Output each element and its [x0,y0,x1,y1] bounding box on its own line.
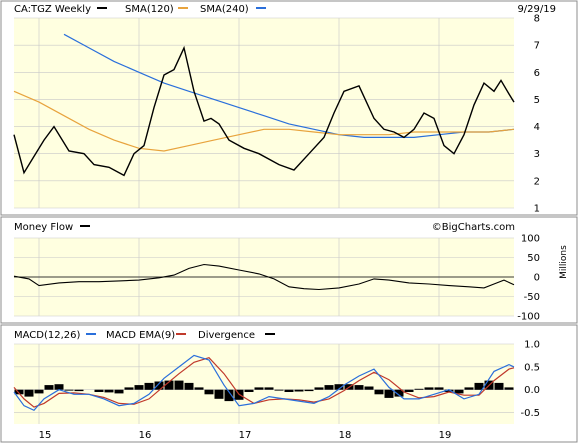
divergence-bar-17 [184,382,194,390]
x-axis-ticks: 15 16 17 18 19 [39,430,452,441]
price-legend-sma120: SMA(120) [125,4,174,15]
moneyflow-y-tick-label-1: 50 [527,253,540,264]
divergence-bar-4 [54,384,64,390]
divergence-bar-13 [144,382,154,390]
sma240-line [63,33,515,138]
moneyflow-legend-label: Money Flow [14,222,73,233]
macd-plot-area [14,344,514,424]
moneyflow-ylabel: Millions [559,245,569,279]
divergence-bar-38 [394,389,404,397]
divergence-bar-15 [164,380,174,390]
divergence-bar-2 [34,389,44,394]
price-y-tick-label-4: 5 [534,95,540,106]
sma120-line [13,90,515,152]
divergence-bar-41 [424,387,434,390]
moneyflow-y-tick-label-0: 100 [521,234,540,245]
price-legend-symbol: CA:TGZ Weekly [14,4,91,15]
price-y-tick-label-6: 7 [534,41,540,52]
divergence-bar-40 [414,388,424,390]
price-series-group [13,33,515,177]
divergence-bar-30 [314,387,324,390]
moneyflow-y-tick-label-3: -50 [524,292,540,303]
divergence-bar-11 [124,387,134,390]
divergence-bar-28 [294,389,304,392]
x-tick-label-3: 18 [339,430,352,441]
divergence-bar-21 [224,389,234,402]
divergence-bar-20 [214,389,224,399]
money-flow-line [13,263,515,291]
divergence-bar-42 [434,387,444,390]
x-tick-label-0: 15 [39,430,52,441]
macd-ema-legend-label: MACD EMA(9) [106,330,175,341]
price-plot-area [14,18,514,208]
price-legend: CA:TGZ Weekly SMA(120) SMA(240) 9/29/19 [14,4,556,15]
divergence-bar-10 [114,389,124,394]
price-y-tick-label-0: 1 [534,204,540,215]
price-line [13,45,515,177]
divergence-bar-34 [354,385,364,390]
divergence-bar-18 [194,387,204,390]
divergence-bar-45 [464,387,474,390]
divergence-bar-36 [374,389,384,395]
macd-series-group [13,354,515,412]
divergence-bar-26 [274,389,284,391]
divergence-bar-37 [384,389,394,398]
moneyflow-y-tick-label-4: -100 [517,312,540,323]
watermark: ©BigCharts.com [432,222,515,233]
divergence-bar-14 [154,381,164,390]
moneyflow-legend: Money Flow ©BigCharts.com Millions [14,222,569,279]
divergence-bar-46 [474,382,484,390]
divergence-bar-3 [44,385,54,390]
macd-y-tick-label-0: 1.0 [524,340,540,351]
divergence-bar-25 [264,387,274,390]
divergence-bar-43 [444,389,454,392]
macd-y-ticks: 1.0 0.5 0.0 -0.5 [520,340,540,420]
macd-legend-label: MACD(12,26) [14,330,81,341]
divergence-bar-24 [254,387,264,390]
divergence-bar-29 [304,389,314,392]
divergence-bar-49 [504,387,514,390]
divergence-bar-5 [64,389,74,391]
price-legend-sma240: SMA(240) [200,4,249,15]
divergence-bar-31 [324,385,334,390]
divergence-bar-8 [94,389,104,392]
price-y-tick-label-7: 8 [534,14,540,25]
price-y-tick-label-3: 4 [534,122,540,133]
price-date: 9/29/19 [517,4,556,15]
divergence-bar-6 [74,389,84,392]
x-tick-label-4: 19 [439,430,452,441]
macd-gridlines [14,343,514,424]
divergence-bar-0 [14,389,24,395]
moneyflow-y-ticks: 100 50 0 -50 -100 [517,234,540,323]
divergence-bar-19 [204,389,214,395]
divergence-bar-1 [24,389,34,397]
price-y-tick-label-5: 6 [534,68,540,79]
divergence-bar-23 [244,389,254,392]
x-tick-label-1: 16 [139,430,152,441]
moneyflow-gridlines [14,237,514,317]
macd-y-tick-label-3: -0.5 [520,408,540,419]
x-tick-label-2: 17 [239,430,252,441]
divergence-bar-9 [104,389,114,393]
macd-y-tick-label-1: 0.5 [524,362,540,373]
macd-y-tick-label-2: 0.0 [524,385,540,396]
divergence-bar-32 [334,384,344,390]
macd-line [13,354,515,412]
moneyflow-series-group [13,263,515,291]
divergence-legend-label: Divergence [198,330,255,341]
price-y-tick-label-1: 2 [534,176,540,187]
divergence-bar-12 [134,385,144,390]
divergence-bar-44 [454,389,464,394]
divergence-bar-35 [364,386,374,390]
divergence-bar-48 [494,382,504,390]
moneyflow-y-tick-label-2: 0 [534,273,540,284]
price-y-ticks: 1 2 3 4 5 6 7 8 [534,14,540,215]
price-y-tick-label-2: 3 [534,149,540,160]
price-gridlines [14,17,514,209]
divergence-bar-16 [174,380,184,390]
divergence-bar-39 [404,389,414,392]
macd-legend: MACD(12,26) MACD EMA(9) Divergence [14,330,275,341]
divergence-bar-27 [284,389,294,392]
